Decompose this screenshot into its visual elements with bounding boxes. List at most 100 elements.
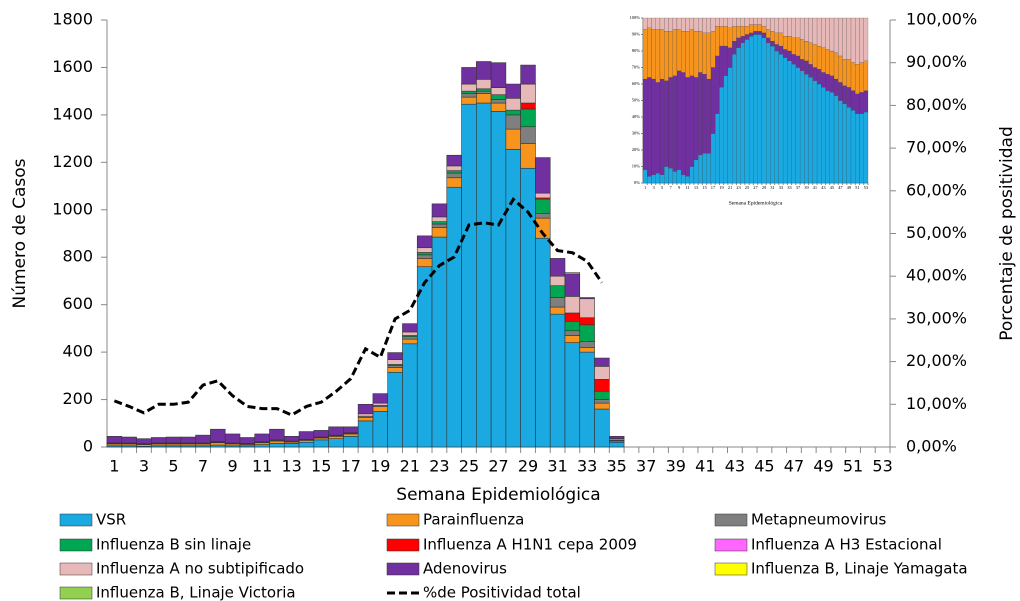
bar-segment: [387, 352, 403, 361]
bar-segment: [859, 17, 864, 63]
bar-segment: [402, 336, 418, 340]
bar-segment: [766, 42, 771, 184]
x-tick-label: 15: [702, 185, 707, 190]
x-tick-label: 39: [666, 457, 686, 476]
bar-segment: [402, 323, 418, 333]
x-tick-label: 49: [813, 457, 833, 476]
bar-segment: [799, 39, 805, 60]
bar-segment: [659, 174, 665, 184]
bar-segment: [846, 17, 852, 60]
x-tick-label: 11: [252, 457, 272, 476]
bar-segment: [490, 87, 507, 96]
bar-segment: [490, 111, 507, 448]
x-tick-label: 17: [711, 185, 716, 190]
y-tick-label: 800: [62, 247, 93, 266]
bar-segment: [736, 17, 741, 27]
bar-segment: [706, 17, 712, 33]
x-tick-label: 39: [804, 185, 809, 190]
bar-segment: [757, 31, 762, 35]
bar-segment: [727, 17, 733, 28]
legend-swatch: [59, 538, 93, 552]
x-tick-label: 27: [753, 185, 758, 190]
bar-segment: [642, 78, 648, 170]
bar-segment: [594, 366, 610, 380]
y-tick-label: 0: [83, 437, 93, 456]
bar-segment: [706, 78, 712, 154]
bar-segment: [343, 436, 359, 448]
bar-segment: [579, 317, 595, 326]
bar-segment: [753, 24, 758, 32]
bar-segment: [136, 438, 152, 444]
bar-segment: [224, 433, 241, 444]
bar-segment: [313, 430, 329, 438]
bar-segment: [774, 44, 779, 52]
bar-segment: [689, 166, 695, 184]
bar-segment: [791, 17, 796, 38]
bar-segment: [795, 37, 801, 57]
bar-segment: [838, 17, 843, 57]
bar-segment: [757, 24, 762, 32]
bar-segment: [505, 128, 521, 150]
bar-segment: [761, 37, 767, 184]
bar-segment: [416, 254, 433, 259]
x-tick-label: 33: [779, 185, 784, 190]
bar-segment: [520, 167, 536, 448]
bar-segment: [829, 50, 835, 76]
bar-segment: [651, 29, 656, 80]
bar-segment: [863, 90, 869, 113]
bar-segment: [655, 82, 661, 174]
bar-segment: [549, 297, 566, 308]
bar-segment: [782, 57, 788, 184]
bar-segment: [715, 113, 720, 184]
bar-segment: [655, 29, 661, 83]
bar-segment: [825, 73, 830, 91]
bar-segment: [520, 102, 536, 110]
bar-segment: [842, 59, 847, 86]
bar-segment: [505, 109, 521, 116]
bar-segment: [651, 78, 656, 175]
bar-segment: [195, 434, 211, 444]
bar-segment: [681, 17, 686, 32]
legend-swatch: [59, 513, 93, 527]
bar-segment: [766, 37, 771, 43]
bar-segment: [749, 24, 754, 33]
bar-segment: [476, 61, 492, 80]
bar-segment: [659, 29, 665, 80]
bar-segment: [564, 273, 581, 297]
bar-segment: [283, 443, 300, 448]
bar-segment: [770, 45, 775, 184]
bar-segment: [180, 436, 196, 444]
x-tick-label: 5: [661, 185, 664, 190]
bar-segment: [283, 436, 300, 442]
bar-segment: [855, 93, 860, 114]
bar-segment: [842, 103, 847, 184]
bar-segment: [594, 408, 610, 448]
bar-segment: [372, 402, 388, 406]
legend-swatch: [59, 586, 93, 600]
bar-segment: [549, 285, 566, 298]
bar-segment: [642, 29, 648, 80]
bar-segment: [269, 428, 285, 441]
bar-segment: [698, 72, 703, 156]
x-tick-label: 19: [719, 185, 724, 190]
x-tick-label: 37: [636, 457, 656, 476]
x-tick-label: 51: [843, 457, 863, 476]
bar-segment: [791, 37, 796, 55]
bar-segment: [210, 428, 226, 442]
bar-segment: [744, 26, 750, 35]
x-axis-label: Semana Epidemiológica: [396, 485, 600, 505]
bar-segment: [402, 331, 418, 336]
x-tick-label: 53: [872, 457, 892, 476]
bar-segment: [719, 17, 724, 27]
bar-segment: [816, 69, 822, 85]
bar-segment: [740, 42, 745, 184]
y-tick-label: 1600: [52, 57, 93, 76]
x-tick-label: 23: [429, 457, 449, 476]
bar-segment: [846, 106, 852, 184]
bar-segment: [706, 153, 712, 184]
bar-segment: [727, 47, 733, 68]
y-tick-label: 60%: [632, 81, 641, 86]
legend-swatch: [714, 562, 748, 576]
legend-label: Influenza A H1N1 cepa 2009: [423, 536, 637, 554]
x-tick-label: 25: [459, 457, 479, 476]
